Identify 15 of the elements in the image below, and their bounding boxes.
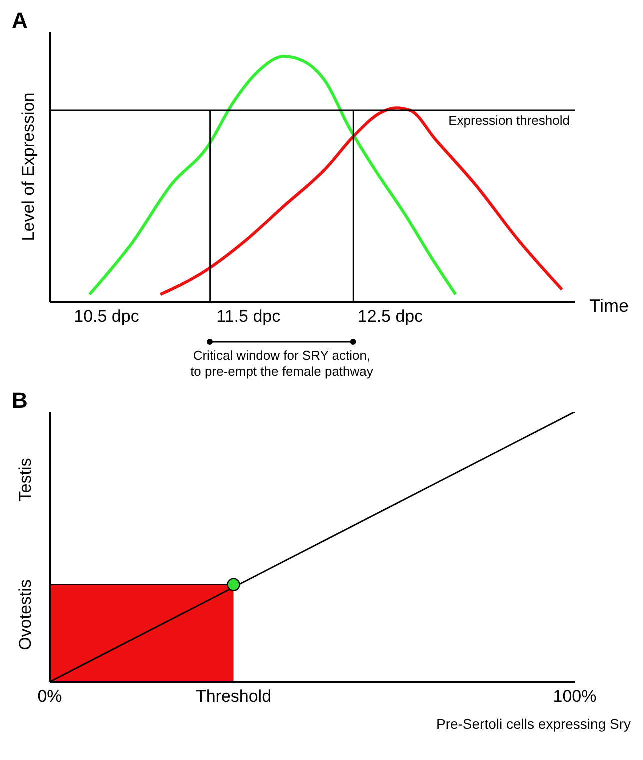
x-axis-title: Time bbox=[590, 296, 629, 317]
x-tick-label: 11.5 dpc bbox=[216, 307, 282, 326]
x-axis-title: Pre-Sertoli cells expressing Sry bbox=[436, 716, 631, 732]
ref-line-label: Expression threshold bbox=[448, 112, 570, 128]
x-tick-label: 12.5 dpc bbox=[358, 307, 424, 326]
text: Ovotestis bbox=[16, 579, 36, 650]
chart-title: A bbox=[12, 8, 28, 34]
text: Critical window for SRY action, to pre-empt the female pathway bbox=[190, 348, 374, 380]
x-tick-label: 10.5 dpc bbox=[74, 307, 140, 326]
x-tick-label: 100% bbox=[553, 687, 597, 706]
chart-title: B bbox=[12, 388, 28, 414]
x-tick-label: Threshold bbox=[196, 687, 272, 706]
y-axis-title: Level of Expression bbox=[19, 92, 38, 242]
x-tick-label: 0% bbox=[38, 687, 62, 706]
text: Testis bbox=[16, 458, 36, 502]
